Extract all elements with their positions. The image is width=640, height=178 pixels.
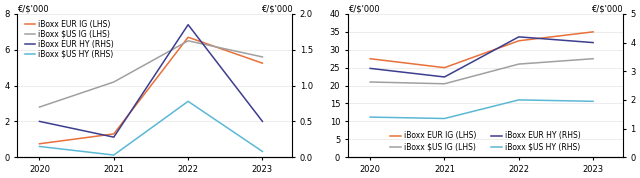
Text: €/$'000: €/$'000 <box>591 4 623 13</box>
Text: €/$'000: €/$'000 <box>260 4 292 13</box>
Legend: iBoxx EUR IG (LHS), iBoxx $US IG (LHS), iBoxx EUR HY (RHS), iBoxx $US HY (RHS): iBoxx EUR IG (LHS), iBoxx $US IG (LHS), … <box>389 130 582 152</box>
Text: €/$'000: €/$'000 <box>17 4 49 13</box>
Legend: iBoxx EUR IG (LHS), iBoxx $US IG (LHS), iBoxx EUR HY (RHS), iBoxx $US HY (RHS): iBoxx EUR IG (LHS), iBoxx $US IG (LHS), … <box>24 19 115 59</box>
Text: €/$'000: €/$'000 <box>348 4 380 13</box>
